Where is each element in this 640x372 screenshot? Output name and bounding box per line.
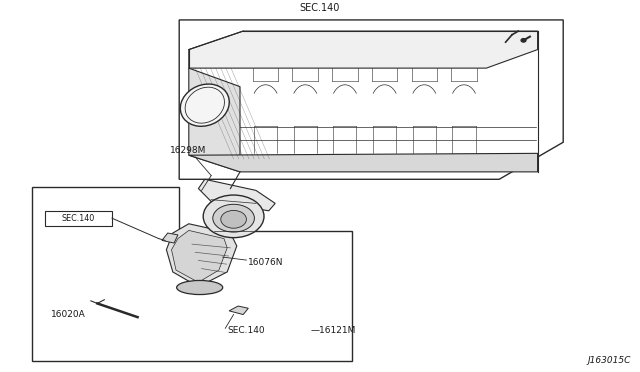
Text: 16076N: 16076N: [248, 258, 284, 267]
Ellipse shape: [204, 195, 264, 238]
Ellipse shape: [221, 211, 246, 228]
Ellipse shape: [180, 84, 229, 126]
Polygon shape: [172, 230, 227, 282]
Text: SEC.140: SEC.140: [227, 326, 265, 335]
Polygon shape: [198, 179, 275, 211]
Ellipse shape: [177, 280, 223, 295]
Text: 16298M: 16298M: [170, 146, 206, 155]
Polygon shape: [229, 306, 248, 315]
Ellipse shape: [212, 204, 255, 232]
Ellipse shape: [521, 38, 526, 42]
Text: SEC.140: SEC.140: [62, 214, 95, 223]
Text: —16121M: —16121M: [310, 326, 356, 335]
Text: SEC.140: SEC.140: [300, 3, 340, 13]
Text: 16020A: 16020A: [51, 310, 86, 319]
Polygon shape: [189, 68, 240, 172]
Polygon shape: [189, 153, 538, 172]
Polygon shape: [166, 224, 237, 287]
Bar: [45, 211, 112, 225]
Polygon shape: [189, 31, 538, 68]
Polygon shape: [162, 233, 178, 243]
Text: J163015C: J163015C: [587, 356, 630, 365]
